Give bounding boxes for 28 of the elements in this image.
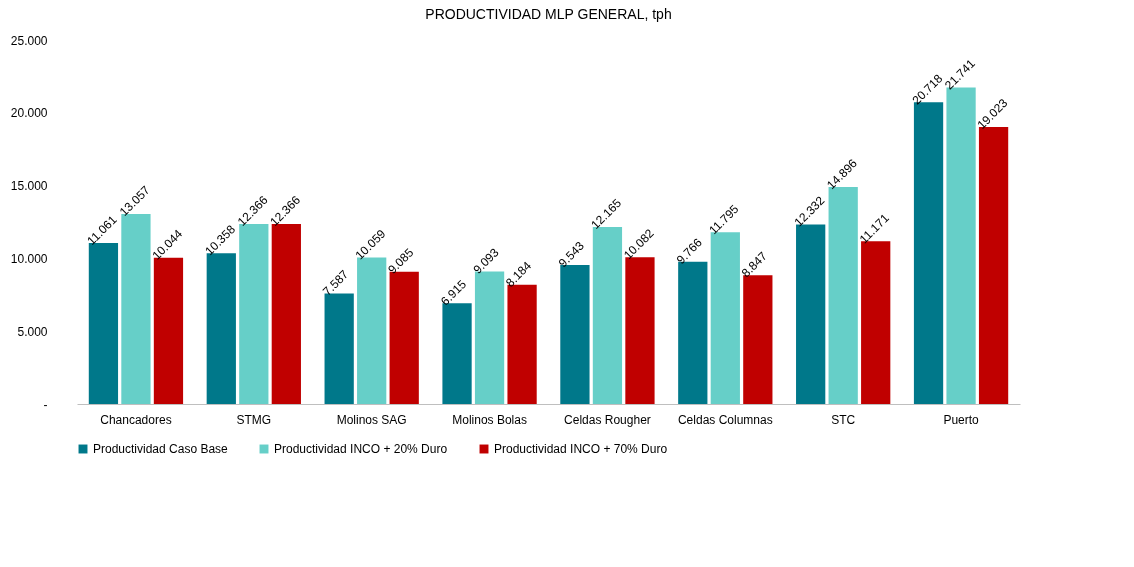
legend-label: Productividad INCO + 70% Duro bbox=[494, 442, 668, 456]
y-tick-label: 15.000 bbox=[10, 179, 48, 194]
legend-label: Productividad Caso Base bbox=[93, 442, 229, 456]
bar bbox=[324, 293, 354, 404]
x-tick-label: Puerto bbox=[943, 412, 980, 427]
x-tick-label: STMG bbox=[236, 412, 272, 427]
x-tick-label: Molinos SAG bbox=[336, 412, 407, 427]
x-tick-label: Celdas Rougher bbox=[564, 412, 651, 427]
x-tick-label: Molinos Bolas bbox=[452, 412, 527, 427]
y-tick-label: 5.000 bbox=[17, 324, 48, 339]
bar bbox=[560, 265, 590, 404]
chart-title: PRODUCTIVIDAD MLP GENERAL, tph bbox=[425, 6, 672, 22]
bar bbox=[625, 257, 655, 404]
y-tick-label: 20.000 bbox=[10, 106, 48, 121]
x-tick-label: Celdas Columnas bbox=[677, 412, 773, 427]
bar bbox=[474, 271, 505, 404]
y-tick-label: - bbox=[43, 397, 48, 412]
bar bbox=[828, 187, 858, 404]
legend-label: Productividad INCO + 20% Duro bbox=[274, 442, 448, 456]
y-tick-label: 25.000 bbox=[10, 33, 48, 48]
y-tick-label: 10.000 bbox=[10, 251, 48, 266]
x-tick-label: Chancadores bbox=[100, 412, 172, 427]
bar bbox=[206, 253, 236, 404]
bar bbox=[442, 303, 472, 404]
x-tick-label: STC bbox=[831, 412, 856, 427]
bar bbox=[743, 275, 773, 404]
bar bbox=[710, 232, 740, 404]
bar bbox=[978, 127, 1009, 404]
